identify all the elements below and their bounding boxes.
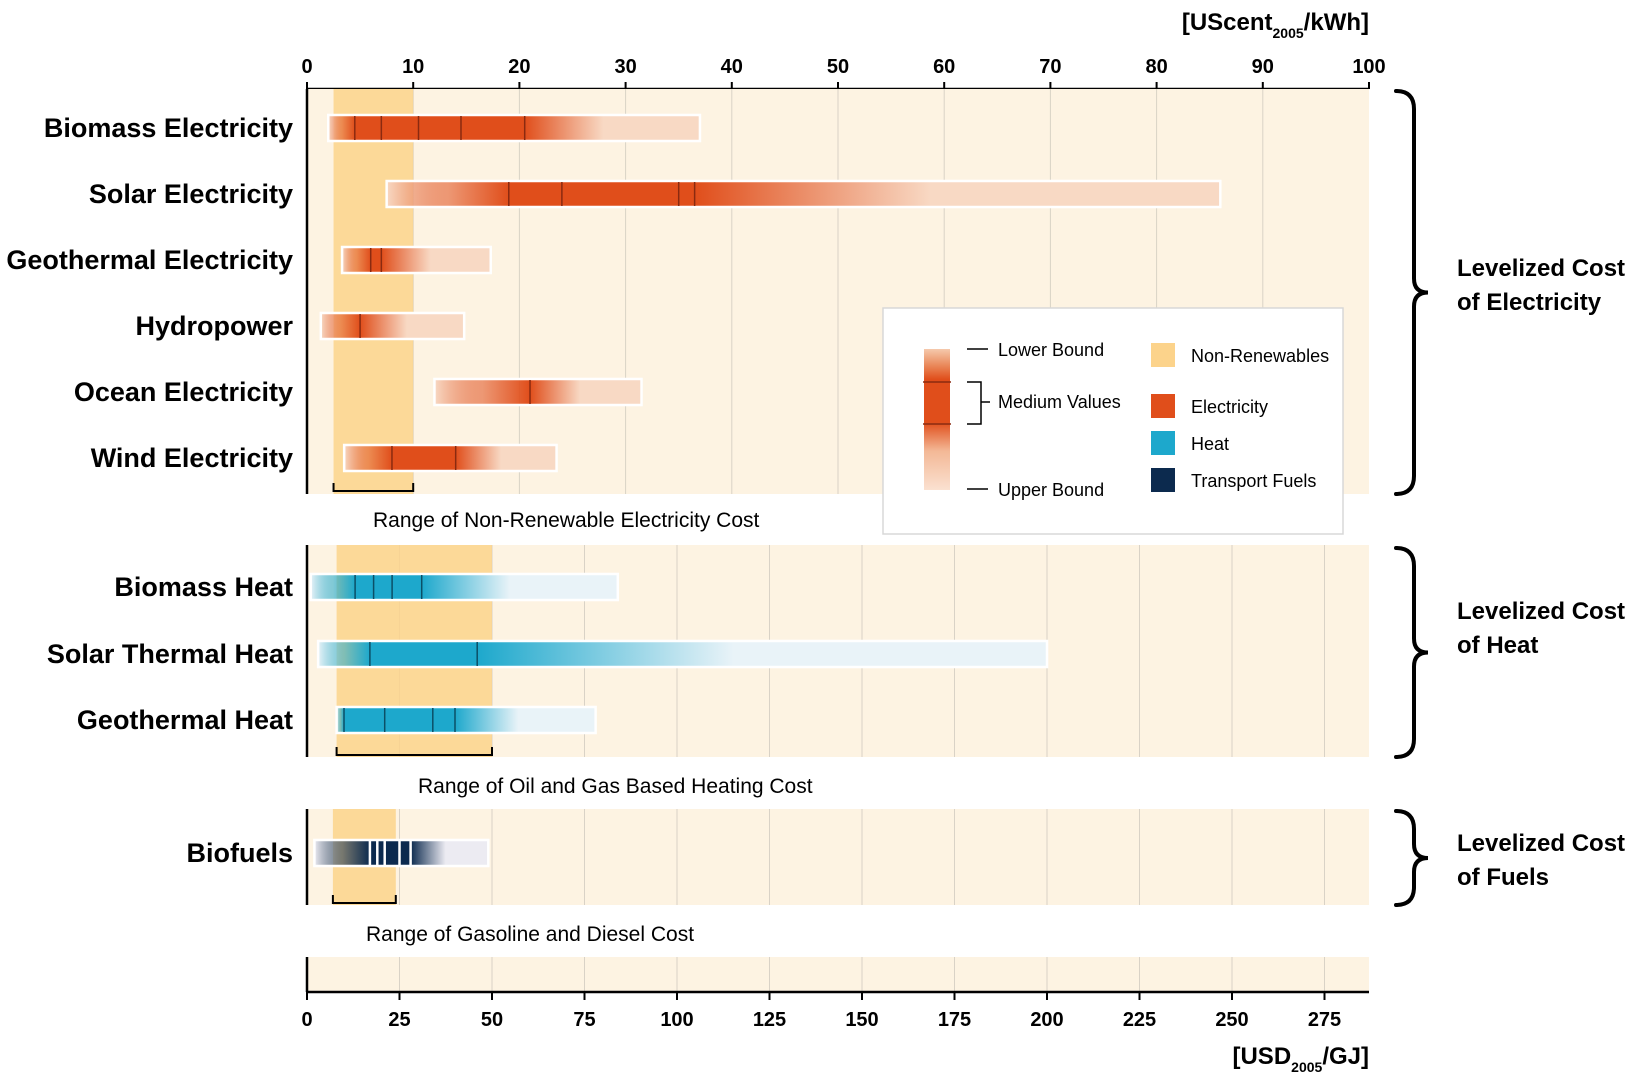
bottom-axis-ticks: 0 25 50 75 100 125 150 175 200 225 250 275 bbox=[301, 990, 1369, 1031]
bottom-tick-label: 0 bbox=[301, 1009, 312, 1031]
row-label: Hydropower bbox=[135, 311, 293, 341]
bottom-tick-label: 50 bbox=[481, 1009, 503, 1031]
bar-electricity bbox=[385, 179, 1222, 209]
legend-upper-bound: Upper Bound bbox=[998, 480, 1104, 500]
category-brace bbox=[1394, 89, 1429, 496]
bar-heat bbox=[335, 705, 597, 735]
row-label: Solar Thermal Heat bbox=[47, 639, 293, 669]
bottom-tick-label: 250 bbox=[1215, 1009, 1248, 1031]
bar-electricity bbox=[319, 311, 466, 341]
bottom-axis: 0 25 50 75 100 125 150 175 200 225 250 275 [USD2005… bbox=[301, 990, 1369, 1074]
bar-fuels bbox=[313, 838, 490, 868]
axis-panel-bg bbox=[307, 957, 1369, 992]
bottom-axis-unit: [USD2005/GJ] bbox=[1232, 1043, 1369, 1074]
row-label: Ocean Electricity bbox=[74, 377, 293, 407]
bottom-tick-label: 25 bbox=[388, 1009, 410, 1031]
top-tick-label: 30 bbox=[614, 56, 636, 78]
category-label-line2: of Heat bbox=[1457, 632, 1538, 659]
panel-electricity: Range of Non-Renewable Electricity Cost B… bbox=[6, 89, 1625, 532]
top-axis-unit: [UScent2005/kWh] bbox=[1182, 9, 1369, 41]
legend-swatch-transport-fuels bbox=[1151, 468, 1175, 492]
top-tick-label: 100 bbox=[1352, 56, 1385, 78]
panel-heat: Range of Oil and Gas Based Heating Cost B… bbox=[47, 545, 1625, 798]
top-axis: [UScent2005/kWh] 0 10 20 30 40 50 60 70 80 90 100 bbox=[301, 9, 1386, 91]
top-axis-ticks: 0 10 20 30 40 50 60 70 80 90 100 bbox=[301, 56, 1386, 91]
top-tick-label: 40 bbox=[721, 56, 743, 78]
legend: Lower Bound Medium Values Upper Bound No… bbox=[882, 307, 1344, 535]
legend-swatch-heat bbox=[1151, 431, 1175, 455]
category-brace bbox=[1394, 546, 1429, 759]
legend-lower-bound: Lower Bound bbox=[998, 340, 1104, 360]
range-bracket bbox=[332, 483, 415, 492]
row-label: Biofuels bbox=[186, 838, 293, 868]
top-tick-label: 20 bbox=[508, 56, 530, 78]
range-label: Range of Oil and Gas Based Heating Cost bbox=[418, 775, 813, 798]
bottom-tick-label: 125 bbox=[753, 1009, 786, 1031]
bar-electricity bbox=[340, 245, 492, 275]
bottom-tick-label: 75 bbox=[573, 1009, 595, 1031]
bar-heat bbox=[309, 572, 620, 602]
bottom-tick-label: 100 bbox=[660, 1009, 693, 1031]
legend-label-transport-fuels: Transport Fuels bbox=[1191, 471, 1316, 491]
legend-box bbox=[882, 307, 1344, 535]
bottom-tick-label: 275 bbox=[1308, 1009, 1341, 1031]
bottom-tick-label: 225 bbox=[1123, 1009, 1156, 1031]
top-tick-label: 60 bbox=[933, 56, 955, 78]
bottom-tick-label: 150 bbox=[845, 1009, 878, 1031]
bar-electricity bbox=[342, 443, 558, 473]
range-bracket bbox=[335, 747, 493, 756]
legend-label-heat: Heat bbox=[1191, 434, 1229, 454]
legend-sample-bar bbox=[922, 347, 952, 492]
row-label: Biomass Electricity bbox=[44, 113, 293, 143]
bottom-tick-label: 200 bbox=[1030, 1009, 1063, 1031]
top-tick-label: 90 bbox=[1252, 56, 1274, 78]
top-tick-label: 0 bbox=[301, 56, 312, 78]
category-label-line1: Levelized Cost bbox=[1457, 598, 1625, 625]
panel-fuels: Range of Gasoline and Diesel Cost Biofuel… bbox=[186, 809, 1625, 946]
top-tick-label: 80 bbox=[1145, 56, 1167, 78]
category-label-line2: of Electricity bbox=[1457, 289, 1602, 316]
legend-swatch-nonrenewables bbox=[1151, 343, 1175, 367]
category-label-line1: Levelized Cost bbox=[1457, 255, 1625, 282]
range-label: Range of Non-Renewable Electricity Cost bbox=[373, 509, 760, 532]
top-tick-label: 70 bbox=[1039, 56, 1061, 78]
bar-electricity bbox=[326, 113, 702, 143]
row-label: Wind Electricity bbox=[91, 443, 293, 473]
row-label: Geothermal Electricity bbox=[6, 245, 293, 275]
row-label: Solar Electricity bbox=[89, 179, 293, 209]
nonrenewable-band bbox=[333, 89, 414, 494]
bar-electricity bbox=[433, 377, 643, 407]
legend-medium-values: Medium Values bbox=[998, 392, 1121, 412]
top-tick-label: 50 bbox=[827, 56, 849, 78]
row-label: Biomass Heat bbox=[114, 572, 293, 602]
category-brace bbox=[1394, 809, 1429, 907]
category-label-line2: of Fuels bbox=[1457, 864, 1549, 891]
top-tick-label: 10 bbox=[402, 56, 424, 78]
legend-label-nonrenewables: Non-Renewables bbox=[1191, 346, 1329, 366]
bar-heat bbox=[316, 639, 1049, 669]
bottom-tick-label: 175 bbox=[938, 1009, 971, 1031]
legend-label-electricity: Electricity bbox=[1191, 397, 1268, 417]
category-label-line1: Levelized Cost bbox=[1457, 830, 1625, 857]
range-label: Range of Gasoline and Diesel Cost bbox=[366, 923, 694, 946]
legend-swatch-electricity bbox=[1151, 394, 1175, 418]
panels: Range of Non-Renewable Electricity Cost B… bbox=[6, 89, 1625, 992]
range-bracket bbox=[331, 895, 397, 904]
row-label: Geothermal Heat bbox=[77, 705, 293, 735]
legend-median-bracket bbox=[967, 381, 990, 425]
